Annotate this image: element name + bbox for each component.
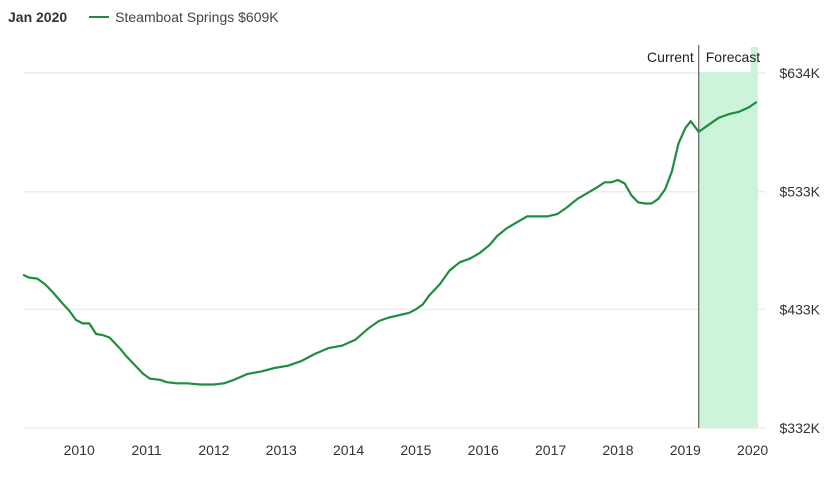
x-tick-label: 2012: [198, 442, 229, 458]
x-tick-label: 2019: [670, 442, 701, 458]
x-tick-label: 2011: [132, 442, 162, 458]
x-tick-label: 2013: [266, 442, 297, 458]
y-tick-label: $634K: [780, 65, 821, 81]
x-tick-label: 2020: [737, 442, 768, 458]
x-tick-label: 2015: [400, 442, 431, 458]
forecast-layer: Current Forecast: [647, 45, 760, 428]
legend-date: Jan 2020: [8, 9, 68, 25]
x-tick-label: 2010: [64, 442, 95, 458]
grid-layer: [24, 72, 766, 429]
y-axis: $634K $533K $433K $332K: [780, 65, 821, 436]
x-tick-label: 2018: [602, 442, 633, 458]
forecast-label: Forecast: [706, 49, 761, 65]
legend-swatch: [89, 16, 110, 18]
y-tick-label: $433K: [780, 301, 821, 317]
legend: Jan 2020 Steamboat Springs $609K: [8, 9, 279, 25]
legend-series-label: Steamboat Springs $609K: [115, 9, 279, 25]
x-tick-label: 2016: [468, 442, 499, 458]
current-label: Current: [647, 49, 694, 65]
y-tick-label: $533K: [780, 184, 821, 200]
forecast-label-bg: [698, 45, 751, 72]
series-layer: [22, 101, 758, 386]
y-tick-label: $332K: [780, 420, 821, 436]
x-axis: 2010 2011 2012 2013 2014 2015 2016 2017 2018 2019…: [64, 442, 769, 458]
forecast-band: [698, 47, 758, 428]
x-tick-label: 2014: [333, 442, 364, 458]
x-tick-label: 2017: [535, 442, 566, 458]
series-line: [22, 101, 758, 386]
